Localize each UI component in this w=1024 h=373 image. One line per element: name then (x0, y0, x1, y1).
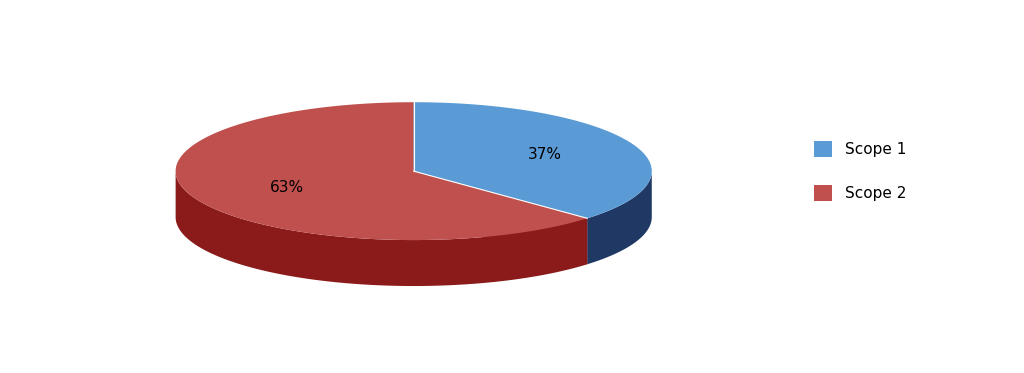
Text: 63%: 63% (270, 179, 304, 194)
Polygon shape (176, 102, 587, 240)
Polygon shape (414, 171, 587, 264)
Polygon shape (587, 171, 651, 264)
Polygon shape (176, 171, 587, 286)
Text: 37%: 37% (527, 147, 562, 162)
Legend: Scope 1, Scope 2: Scope 1, Scope 2 (814, 141, 906, 201)
Polygon shape (414, 102, 651, 218)
